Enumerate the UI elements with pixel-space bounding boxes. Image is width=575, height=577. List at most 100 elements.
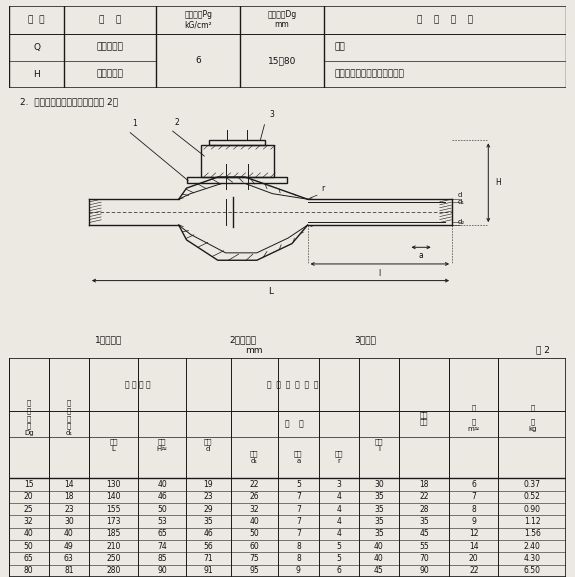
Text: 35: 35 xyxy=(419,517,429,526)
Text: 外径
d: 外径 d xyxy=(204,438,213,452)
Text: 28: 28 xyxy=(419,505,429,514)
Text: 40: 40 xyxy=(250,517,259,526)
Text: 155: 155 xyxy=(106,505,121,514)
Text: 2: 2 xyxy=(175,118,179,127)
Text: 8: 8 xyxy=(472,505,476,514)
Text: 95: 95 xyxy=(250,567,259,575)
Text: 15～80: 15～80 xyxy=(268,56,296,65)
Text: 130: 130 xyxy=(106,480,121,489)
Text: 53: 53 xyxy=(157,517,167,526)
Text: 65: 65 xyxy=(157,529,167,538)
Text: 1.56: 1.56 xyxy=(524,529,541,538)
Text: 适    用    介    质: 适 用 介 质 xyxy=(417,15,473,24)
Text: r: r xyxy=(321,183,325,193)
Text: 50: 50 xyxy=(157,505,167,514)
Text: 4.30: 4.30 xyxy=(524,554,541,563)
Text: 71: 71 xyxy=(204,554,213,563)
Text: 90: 90 xyxy=(157,567,167,575)
Text: 4: 4 xyxy=(336,517,341,526)
Text: 0.52: 0.52 xyxy=(524,492,541,501)
Text: 3－阀盖: 3－阀盖 xyxy=(355,336,377,345)
Text: 结 构 尺 寸: 结 构 尺 寸 xyxy=(125,380,150,389)
Text: L: L xyxy=(268,287,273,296)
Text: 7: 7 xyxy=(296,529,301,538)
Text: 7: 7 xyxy=(472,492,476,501)
Text: 2－阀盘；: 2－阀盘； xyxy=(229,336,256,345)
Text: 56: 56 xyxy=(204,542,213,550)
Text: 46: 46 xyxy=(157,492,167,501)
Text: 14: 14 xyxy=(469,542,478,550)
Text: 0.90: 0.90 xyxy=(524,505,541,514)
Bar xyxy=(187,177,288,183)
Text: 19: 19 xyxy=(204,480,213,489)
Text: 8: 8 xyxy=(296,554,301,563)
Text: 60: 60 xyxy=(250,542,259,550)
Text: 35: 35 xyxy=(374,529,384,538)
Text: 5: 5 xyxy=(336,542,341,550)
Text: 81: 81 xyxy=(64,567,74,575)
Text: 22: 22 xyxy=(469,567,478,575)
Text: 凸    环: 凸 环 xyxy=(285,419,304,429)
Text: 青铜止回阀: 青铜止回阀 xyxy=(97,43,124,52)
Text: 6: 6 xyxy=(472,480,476,489)
Text: 7: 7 xyxy=(296,517,301,526)
Text: 20: 20 xyxy=(24,492,33,501)
Text: 高度
H≈: 高度 H≈ xyxy=(156,438,167,452)
Text: 公称压力Pg
kG/cm²: 公称压力Pg kG/cm² xyxy=(184,10,212,29)
Text: 15: 15 xyxy=(24,480,33,489)
Text: 22: 22 xyxy=(419,492,429,501)
Text: 210: 210 xyxy=(106,542,121,550)
Text: 5: 5 xyxy=(336,554,341,563)
Text: d₁: d₁ xyxy=(458,199,465,205)
Text: 35: 35 xyxy=(204,517,213,526)
Text: 75: 75 xyxy=(250,554,259,563)
Text: 46: 46 xyxy=(204,529,213,538)
Text: H: H xyxy=(495,178,501,188)
Text: 85: 85 xyxy=(157,554,167,563)
Text: 250: 250 xyxy=(106,554,121,563)
Text: 12: 12 xyxy=(469,529,478,538)
Text: 90: 90 xyxy=(419,567,429,575)
Text: 重

量
kg: 重 量 kg xyxy=(528,404,536,432)
Text: 胶管
内径: 胶管 内径 xyxy=(420,411,428,425)
Text: mm: mm xyxy=(246,346,263,355)
Text: 6: 6 xyxy=(196,56,201,65)
Text: 140: 140 xyxy=(106,492,121,501)
Bar xyxy=(209,140,265,145)
Text: 23: 23 xyxy=(204,492,213,501)
Text: 4: 4 xyxy=(336,529,341,538)
Text: 26: 26 xyxy=(250,492,259,501)
Text: 45: 45 xyxy=(374,567,384,575)
Text: 50: 50 xyxy=(24,542,33,550)
Text: 55: 55 xyxy=(419,542,429,550)
Text: 7: 7 xyxy=(296,492,301,501)
Text: 49: 49 xyxy=(64,542,74,550)
Text: 35: 35 xyxy=(374,505,384,514)
Text: 45: 45 xyxy=(419,529,429,538)
Text: 20: 20 xyxy=(469,554,478,563)
Text: 40: 40 xyxy=(64,529,74,538)
Text: 40: 40 xyxy=(374,542,384,550)
Text: 22: 22 xyxy=(250,480,259,489)
Text: 40: 40 xyxy=(374,554,384,563)
Text: 3: 3 xyxy=(270,110,274,119)
Text: 长度
L: 长度 L xyxy=(109,438,118,452)
Text: 63: 63 xyxy=(64,554,74,563)
Text: 29: 29 xyxy=(204,505,213,514)
Text: 25: 25 xyxy=(24,505,33,514)
Text: 32: 32 xyxy=(250,505,259,514)
Text: 外径
d₁: 外径 d₁ xyxy=(250,451,259,464)
Text: 淡水、润滑、燃油和压缩空气: 淡水、润滑、燃油和压缩空气 xyxy=(335,70,405,78)
Text: 5: 5 xyxy=(296,480,301,489)
Text: 胶  管  接  头  尺  寸: 胶 管 接 头 尺 寸 xyxy=(267,380,319,389)
Text: 74: 74 xyxy=(157,542,167,550)
Text: 9: 9 xyxy=(472,517,476,526)
Text: 35: 35 xyxy=(374,517,384,526)
Text: 40: 40 xyxy=(24,529,33,538)
Text: 173: 173 xyxy=(106,517,121,526)
Text: 35: 35 xyxy=(374,492,384,501)
Text: 表 2: 表 2 xyxy=(536,346,550,355)
Text: 4: 4 xyxy=(336,492,341,501)
Text: 实
际
通
径
d₁: 实 际 通 径 d₁ xyxy=(66,400,72,436)
Text: 0.37: 0.37 xyxy=(524,480,541,489)
